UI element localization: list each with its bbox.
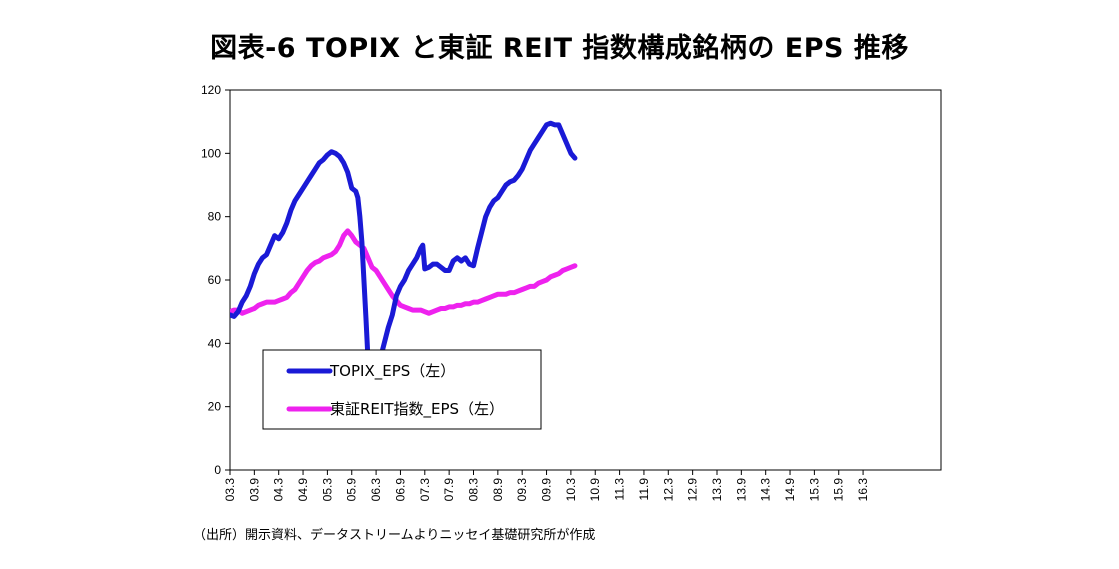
series-layer — [230, 120, 578, 381]
x-tick-label: 05.9 — [345, 478, 359, 502]
series-line-topix-eps — [230, 120, 578, 381]
legend: TOPIX_EPS（左） 東証REIT指数_EPS（左） — [262, 349, 542, 430]
x-tick-label: 05.3 — [320, 478, 334, 502]
x-tick-label: 13.3 — [710, 478, 724, 502]
y-tick-label: 100 — [201, 146, 221, 160]
x-tick-label: 06.3 — [369, 478, 383, 502]
y-axis: 0 20 40 60 80 100 120 — [201, 83, 230, 477]
x-tick-label: 14.9 — [783, 478, 797, 502]
x-tick-label: 03.9 — [247, 478, 261, 502]
x-tick-label: 07.3 — [418, 478, 432, 502]
x-tick-label: 08.3 — [466, 478, 480, 502]
legend-box — [262, 349, 542, 430]
y-tick-label: 120 — [201, 83, 221, 97]
x-tick-label: 12.3 — [661, 478, 675, 502]
y-tick-label: 0 — [214, 463, 221, 477]
y-tick-label: 60 — [208, 273, 222, 287]
legend-label-topix: TOPIX_EPS（左） — [329, 362, 455, 381]
x-tick-label: 11.3 — [613, 478, 627, 501]
x-tick-label: 15.9 — [832, 478, 846, 502]
chart-title: 図表-6 TOPIX と東証 REIT 指数構成銘柄の EPS 推移 — [210, 33, 909, 64]
x-axis: 03.3 03.9 04.3 04.9 05.3 05.9 06.3 06.9 07.3 07.9… — [223, 470, 870, 501]
y-tick-label: 40 — [208, 336, 222, 350]
x-tick-label: 08.9 — [491, 478, 505, 502]
x-tick-label: 09.9 — [540, 478, 554, 502]
x-tick-label: 16.3 — [856, 478, 870, 502]
x-tick-label: 15.3 — [807, 478, 821, 502]
x-tick-label: 10.3 — [564, 478, 578, 502]
x-tick-label: 14.3 — [759, 478, 773, 502]
x-tick-label: 09.3 — [515, 478, 529, 502]
series-line-reit-eps — [230, 228, 578, 316]
x-tick-label: 07.9 — [442, 478, 456, 502]
chart-source-note: （出所）開示資料、データストリームよりニッセイ基礎研究所が作成 — [193, 528, 596, 543]
y-tick-label: 20 — [208, 400, 222, 414]
x-tick-label: 06.9 — [393, 478, 407, 502]
x-tick-label: 13.9 — [734, 478, 748, 502]
x-tick-label: 04.9 — [296, 478, 310, 502]
x-tick-label: 03.3 — [223, 478, 237, 502]
y-tick-label: 80 — [208, 210, 222, 224]
x-tick-label: 11.9 — [637, 478, 651, 501]
x-tick-label: 12.9 — [686, 478, 700, 502]
x-tick-label: 10.9 — [588, 478, 602, 502]
legend-label-reit: 東証REIT指数_EPS（左） — [330, 400, 504, 419]
x-tick-label: 04.3 — [272, 478, 286, 502]
